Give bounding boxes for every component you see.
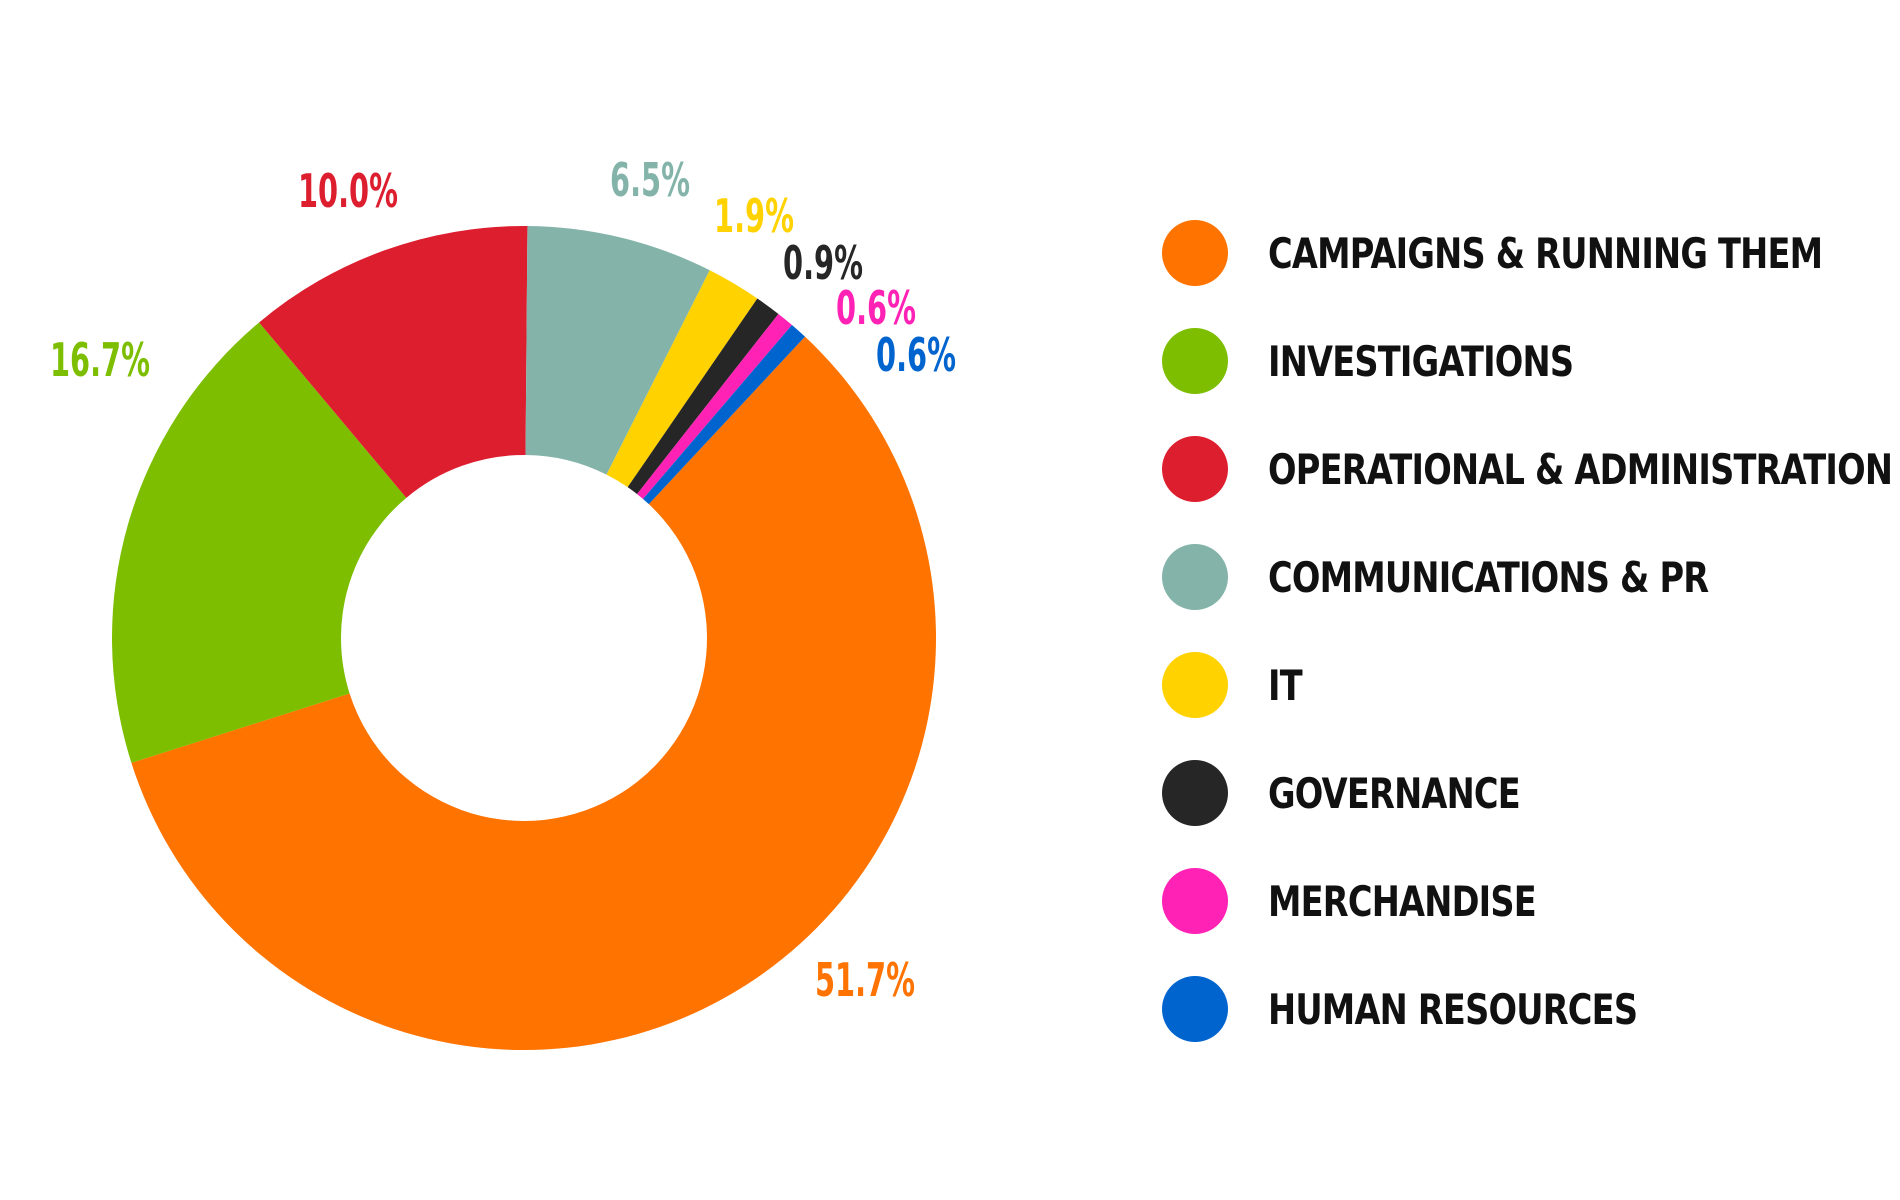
- legend-item-investigations: INVESTIGATIONS: [1162, 328, 1882, 394]
- legend-swatch-communications: [1162, 544, 1228, 610]
- data-label-it: 1.9%: [714, 189, 794, 243]
- data-label-campaigns: 51.7%: [815, 953, 915, 1007]
- slice-investigations: [111, 322, 407, 763]
- slice-communications: [525, 226, 710, 475]
- slice-governance: [627, 298, 779, 495]
- legend-swatch-human-resources: [1162, 976, 1228, 1042]
- legend-label-governance: GOVERNANCE: [1268, 768, 1521, 818]
- legend-item-governance: GOVERNANCE: [1162, 760, 1882, 826]
- data-label-merchandise: 0.6%: [836, 281, 916, 335]
- data-label-governance: 0.9%: [783, 236, 863, 290]
- legend-label-communications: COMMUNICATIONS & PR: [1268, 552, 1709, 602]
- data-label-human-resources: 0.6%: [876, 328, 956, 382]
- legend-item-campaigns: CAMPAIGNS & RUNNING THEM: [1162, 220, 1882, 286]
- legend-label-merchandise: MERCHANDISE: [1268, 876, 1537, 926]
- legend-swatch-merchandise: [1162, 868, 1228, 934]
- legend-swatch-investigations: [1162, 328, 1228, 394]
- legend-swatch-governance: [1162, 760, 1228, 826]
- data-label-investigations: 16.7%: [50, 333, 150, 387]
- legend-item-merchandise: MERCHANDISE: [1162, 868, 1882, 934]
- legend-label-investigations: INVESTIGATIONS: [1268, 336, 1574, 386]
- legend: CAMPAIGNS & RUNNING THEM INVESTIGATIONS …: [1162, 220, 1893, 1084]
- legend-swatch-it: [1162, 652, 1228, 718]
- legend-label-operational: OPERATIONAL & ADMINISTRATION: [1268, 444, 1893, 494]
- legend-item-communications: COMMUNICATIONS & PR: [1162, 544, 1882, 610]
- slice-it: [606, 270, 758, 488]
- slice-human-resources: [643, 325, 805, 505]
- legend-item-human-resources: HUMAN RESOURCES: [1162, 976, 1882, 1042]
- data-label-operational: 10.0%: [298, 164, 398, 218]
- data-label-communications: 6.5%: [610, 153, 690, 207]
- legend-swatch-campaigns: [1162, 220, 1228, 286]
- slice-campaigns: [131, 336, 936, 1050]
- legend-label-it: IT: [1268, 660, 1303, 710]
- slice-merchandise: [637, 313, 792, 499]
- legend-swatch-operational: [1162, 436, 1228, 502]
- legend-label-campaigns: CAMPAIGNS & RUNNING THEM: [1268, 228, 1823, 278]
- legend-item-operational: OPERATIONAL & ADMINISTRATION: [1162, 436, 1893, 502]
- slice-operational: [259, 226, 528, 498]
- legend-label-human-resources: HUMAN RESOURCES: [1268, 984, 1638, 1034]
- legend-item-it: IT: [1162, 652, 1882, 718]
